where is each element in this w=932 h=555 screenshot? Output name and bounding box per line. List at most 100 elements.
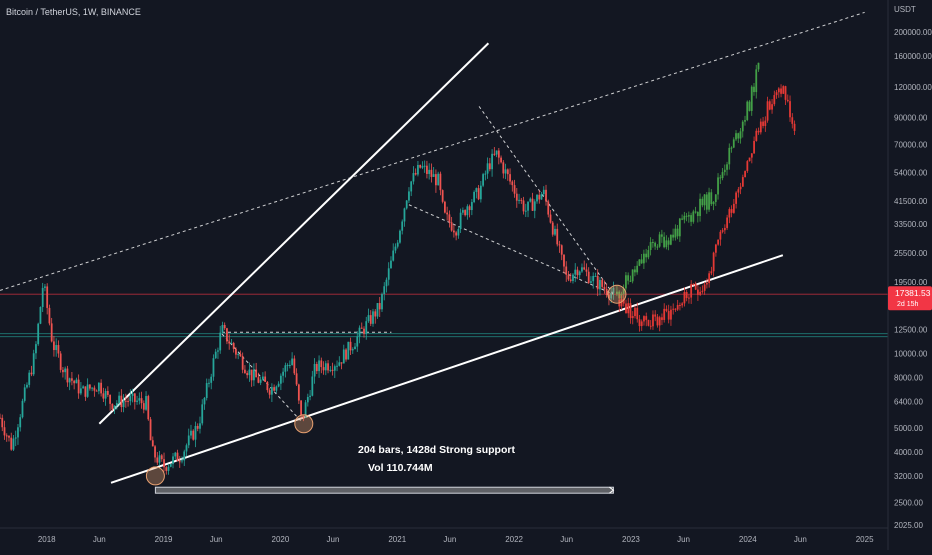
candle [259, 379, 262, 383]
price-axis-tick-label: 25500.00 [894, 249, 928, 258]
projection-candle [721, 172, 724, 179]
candle [214, 351, 217, 359]
projection-candle [723, 169, 726, 173]
price-axis-tick-label: 2025.00 [894, 521, 923, 530]
range-measure [154, 486, 615, 494]
time-axis-tick-label: 2025 [856, 535, 874, 544]
candle [172, 456, 174, 465]
candle [257, 377, 260, 383]
candle [304, 402, 307, 418]
price-candles [0, 147, 615, 475]
support-circle-marker[interactable] [607, 284, 627, 304]
support-circle-marker[interactable] [294, 414, 314, 434]
projection-candle [759, 121, 762, 133]
candle [104, 390, 107, 399]
trendline[interactable] [408, 204, 614, 295]
candle [576, 269, 579, 276]
range-measure-bar[interactable] [154, 486, 614, 494]
projection-candle [676, 228, 679, 237]
candle [585, 269, 588, 272]
projection-candle [660, 234, 663, 237]
projection-candle [683, 215, 686, 220]
projection-candle [705, 283, 708, 285]
candle [174, 452, 177, 457]
projection-candle [703, 284, 706, 291]
candle [338, 362, 341, 366]
candle [412, 173, 415, 182]
candle [270, 387, 273, 395]
candle [279, 375, 282, 384]
projection-candle [685, 215, 688, 217]
candle [554, 228, 556, 235]
projection-candle [636, 265, 639, 273]
candle [136, 400, 138, 402]
projection-candle [710, 271, 713, 274]
projection-candle [712, 202, 715, 205]
projection-candle [627, 275, 630, 281]
candle [183, 451, 186, 461]
candle [120, 395, 123, 408]
candle [473, 191, 476, 203]
candle [592, 276, 595, 282]
candle [439, 173, 442, 191]
projection-candle [638, 259, 641, 266]
projection-candle [667, 310, 670, 320]
trendline[interactable] [110, 254, 784, 484]
projection-candle [654, 314, 657, 317]
projection-candle [694, 283, 697, 290]
candle [531, 198, 534, 211]
candle [466, 206, 469, 216]
projection-candle [696, 211, 699, 217]
candle [506, 169, 509, 175]
candle [111, 403, 114, 410]
candle [142, 403, 145, 410]
time-axis-tick-label: 2022 [505, 535, 523, 544]
candle [95, 390, 98, 392]
candle [264, 376, 267, 382]
candle [578, 271, 581, 276]
candle [322, 367, 325, 371]
candle [113, 405, 116, 410]
candle [459, 212, 462, 230]
candle [286, 365, 289, 367]
support-circle-marker[interactable] [145, 466, 165, 486]
projection-candle [690, 284, 693, 298]
time-axis[interactable]: 2018 Jun 2019 Jun 2020 Jun 2021 Jun 2022 Jun 2023 J… [38, 535, 874, 544]
projection-candle [735, 133, 737, 140]
projection-candle [701, 198, 704, 206]
candle [181, 460, 183, 462]
projection-candle [757, 62, 760, 70]
trendline[interactable] [98, 42, 490, 425]
candle [572, 274, 574, 281]
projection-candle [791, 117, 794, 124]
projection-candle [669, 234, 672, 245]
projection-candle [710, 192, 713, 205]
price-axis[interactable]: 200000.00 160000.00 120000.00 90000.00 70000… [894, 28, 932, 530]
candle [23, 387, 26, 401]
projection-candle [631, 316, 634, 319]
projection-candle [631, 269, 634, 282]
trendline[interactable] [221, 333, 302, 423]
projection-candle [721, 230, 724, 232]
candle [558, 244, 561, 246]
candle [37, 323, 40, 345]
candle [53, 341, 55, 351]
candle [268, 390, 271, 395]
candle [475, 188, 478, 192]
candle [479, 185, 482, 200]
projection-candle [728, 209, 731, 218]
candle [205, 383, 208, 398]
candle [115, 402, 118, 406]
candle [605, 289, 608, 296]
candle [367, 315, 370, 322]
candle [192, 430, 195, 440]
projection-candle [642, 253, 645, 264]
candle [470, 202, 473, 211]
candle [106, 390, 109, 395]
projection-candle [732, 203, 735, 213]
candle [190, 430, 192, 436]
trendline[interactable] [0, 11, 865, 291]
candle [284, 365, 287, 372]
candle [59, 353, 62, 370]
